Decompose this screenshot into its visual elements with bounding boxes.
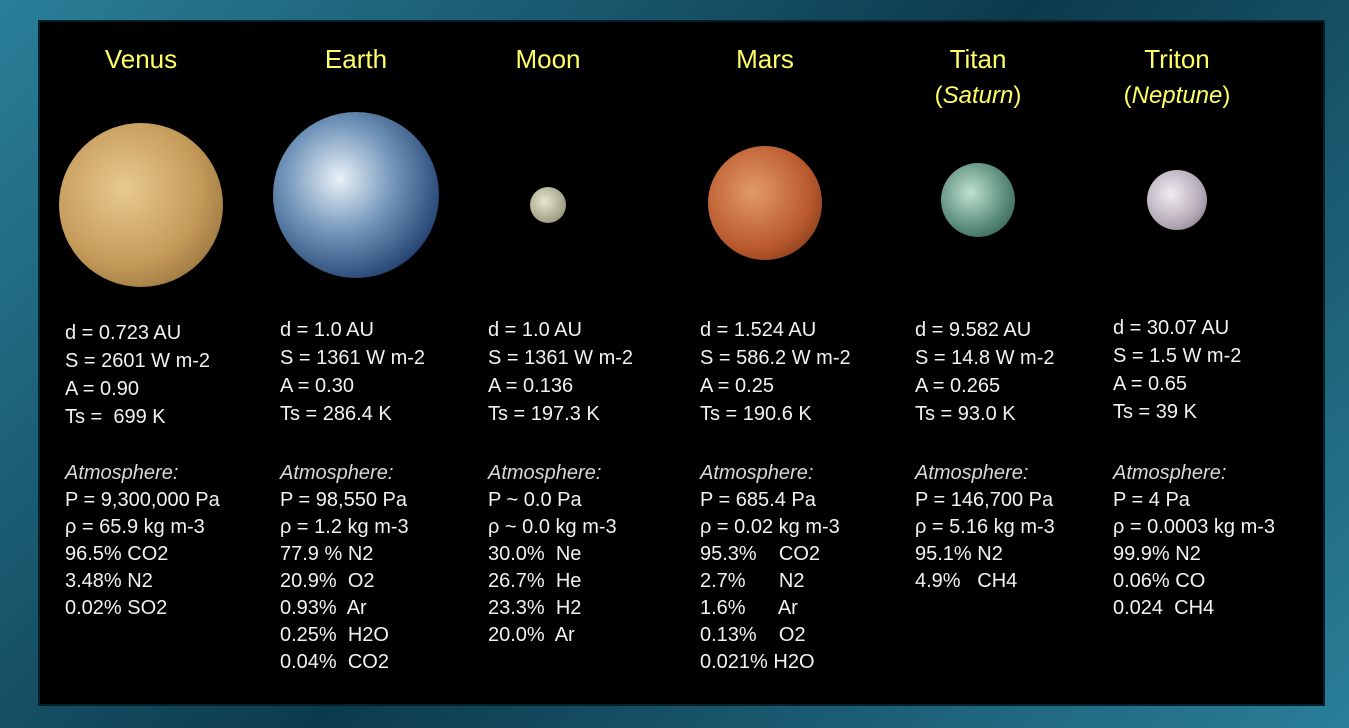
stat-line: d = 1.524 AU: [700, 319, 817, 341]
atmosphere-heading: Atmosphere:: [700, 462, 814, 484]
parent-part: (: [934, 82, 943, 109]
atmosphere-heading: Atmosphere:: [915, 462, 1029, 484]
atmosphere-line: 26.7% He: [488, 570, 582, 592]
body-name: Titan: [949, 44, 1007, 74]
stat-line: Ts = 197.3 K: [488, 403, 600, 425]
parent-part: (: [1123, 82, 1132, 109]
planet-image: [1147, 170, 1207, 230]
stat-line: A = 0.25: [700, 375, 774, 397]
atmosphere-heading: Atmosphere:: [488, 462, 602, 484]
panel: [38, 20, 1325, 706]
stat-line: S = 1.5 W m-2: [1113, 345, 1242, 367]
stat-line: A = 0.265: [915, 375, 1001, 397]
atmosphere-line: 0.93% Ar: [280, 597, 367, 619]
atmosphere-line: 0.25% H2O: [280, 624, 389, 646]
parent-part: ): [1222, 82, 1231, 109]
atmosphere-heading: Atmosphere:: [280, 462, 394, 484]
stat-line: Ts = 39 K: [1113, 401, 1197, 423]
atmosphere-line: P = 685.4 Pa: [700, 489, 816, 511]
atmosphere-line: 20.0% Ar: [488, 624, 575, 646]
body-name: Mars: [736, 44, 794, 74]
stat-line: d = 30.07 AU: [1113, 317, 1230, 339]
body-parent: (Saturn): [935, 84, 1022, 108]
atmosphere-line: 77.9 % N2: [280, 543, 374, 565]
atmosphere-line: ρ = 5.16 kg m-3: [915, 516, 1055, 538]
atmosphere-line: 23.3% H2: [488, 597, 582, 619]
stat-line: Ts = 286.4 K: [280, 403, 392, 425]
atmosphere-line: 1.6% Ar: [700, 597, 798, 619]
atmosphere-line: 2.7% N2: [700, 570, 805, 592]
stat-line: d = 9.582 AU: [915, 319, 1032, 341]
stat-line: S = 1361 W m-2: [488, 347, 634, 369]
atmosphere-line: 0.024 CH4: [1113, 597, 1215, 619]
stat-line: Ts = 699 K: [65, 406, 166, 428]
atmosphere-line: 95.3% CO2: [700, 543, 821, 565]
atmosphere-line: 3.48% N2: [65, 570, 153, 592]
atmosphere-line: P = 4 Pa: [1113, 489, 1190, 511]
atmosphere-line: 0.04% CO2: [280, 651, 389, 673]
atmosphere-line: P = 146,700 Pa: [915, 489, 1054, 511]
atmosphere-heading: Atmosphere:: [1113, 462, 1227, 484]
atmosphere-line: 99.9% N2: [1113, 543, 1201, 565]
parent-part: Neptune: [1131, 82, 1223, 109]
body-name: Triton: [1144, 44, 1210, 74]
parent-part: ): [1013, 82, 1022, 109]
atmosphere-line: ρ = 65.9 kg m-3: [65, 516, 205, 538]
stat-line: S = 14.8 W m-2: [915, 347, 1055, 369]
atmosphere-line: 0.13% O2: [700, 624, 806, 646]
planet-image: [530, 187, 566, 223]
atmosphere-line: 30.0% Ne: [488, 543, 582, 565]
atmosphere-heading: Atmosphere:: [65, 462, 179, 484]
stat-line: A = 0.30: [280, 375, 354, 397]
stat-line: S = 586.2 W m-2: [700, 347, 851, 369]
atmosphere-line: 20.9% O2: [280, 570, 375, 592]
atmosphere-line: 96.5% CO2: [65, 543, 169, 565]
body-parent: (Neptune): [1124, 84, 1231, 108]
atmosphere-line: ρ = 1.2 kg m-3: [280, 516, 409, 538]
planet-image: [273, 112, 439, 278]
stat-line: Ts = 93.0 K: [915, 403, 1016, 425]
stat-line: A = 0.136: [488, 375, 574, 397]
atmosphere-line: 4.9% CH4: [915, 570, 1018, 592]
body-name: Moon: [515, 44, 581, 74]
atmosphere-line: 0.021% H2O: [700, 651, 815, 673]
atmosphere-line: 0.06% CO: [1113, 570, 1206, 592]
planet-image: [59, 123, 223, 287]
atmosphere-line: ρ = 0.0003 kg m-3: [1113, 516, 1276, 538]
atmosphere-line: 0.02% SO2: [65, 597, 168, 619]
body-name: Earth: [324, 44, 388, 74]
stat-line: A = 0.90: [65, 378, 139, 400]
atmosphere-line: P ~ 0.0 Pa: [488, 489, 582, 511]
stat-line: A = 0.65: [1113, 373, 1187, 395]
stat-line: S = 1361 W m-2: [280, 347, 426, 369]
atmosphere-line: ρ ~ 0.0 kg m-3: [488, 516, 617, 538]
stat-line: d = 0.723 AU: [65, 322, 182, 344]
atmosphere-line: P = 9,300,000 Pa: [65, 489, 220, 511]
parent-part: Saturn: [942, 82, 1014, 109]
atmosphere-line: P = 98,550 Pa: [280, 489, 407, 511]
planet-image: [941, 163, 1015, 237]
body-name: Venus: [104, 44, 178, 74]
atmosphere-line: ρ = 0.02 kg m-3: [700, 516, 840, 538]
stat-line: d = 1.0 AU: [280, 319, 374, 341]
planet-image: [708, 146, 822, 260]
stat-line: Ts = 190.6 K: [700, 403, 812, 425]
stat-line: S = 2601 W m-2: [65, 350, 211, 372]
atmosphere-line: 95.1% N2: [915, 543, 1003, 565]
stat-line: d = 1.0 AU: [488, 319, 582, 341]
